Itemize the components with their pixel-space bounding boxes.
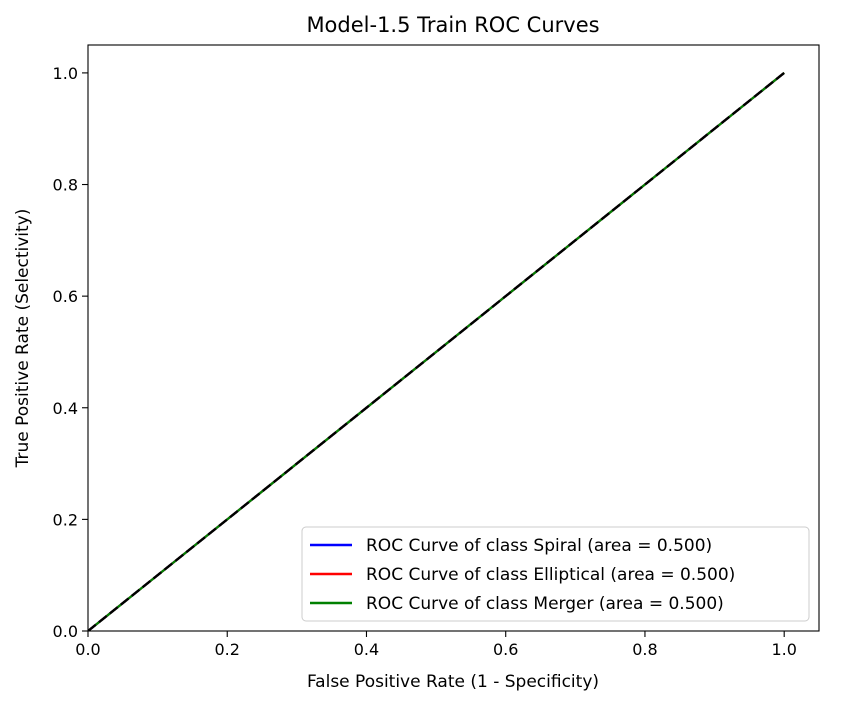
series-lines [88, 71, 785, 631]
reference-line [88, 71, 785, 631]
legend-label-1: ROC Curve of class Elliptical (area = 0.… [366, 565, 735, 585]
legend-label-0: ROC Curve of class Spiral (area = 0.500) [366, 536, 712, 556]
y-tick-label: 0.8 [53, 176, 78, 195]
x-tick-label: 0.8 [632, 640, 657, 659]
legend-box [301, 526, 810, 622]
x-tick-label: 0.0 [75, 640, 100, 659]
legend: ROC Curve of class Spiral (area = 0.500)… [301, 526, 810, 622]
y-tick-label: 0.4 [53, 399, 78, 418]
y-axis-title: True Positive Rate (Selectivity) [13, 209, 33, 469]
y-tick-label: 0.6 [53, 287, 78, 306]
legend-label-2: ROC Curve of class Merger (area = 0.500) [366, 594, 724, 614]
y-tick-label: 0.0 [53, 622, 78, 641]
plot-area: 0.0 0.2 0.4 0.6 0.8 1.0 0.0 0.2 0.4 0.6 0.8 1.0 [53, 44, 820, 659]
x-tick-label: 0.4 [354, 640, 379, 659]
x-tick-label: 0.2 [215, 640, 240, 659]
x-tick-label: 0.6 [493, 640, 518, 659]
y-tick-label: 1.0 [53, 64, 78, 83]
axes-frame [87, 44, 820, 632]
y-tick-label: 0.2 [53, 510, 78, 529]
chart-title: Model-1.5 Train ROC Curves [306, 13, 599, 37]
x-tick-label: 1.0 [771, 640, 796, 659]
x-axis-title: False Positive Rate (1 - Specificity) [307, 672, 599, 692]
